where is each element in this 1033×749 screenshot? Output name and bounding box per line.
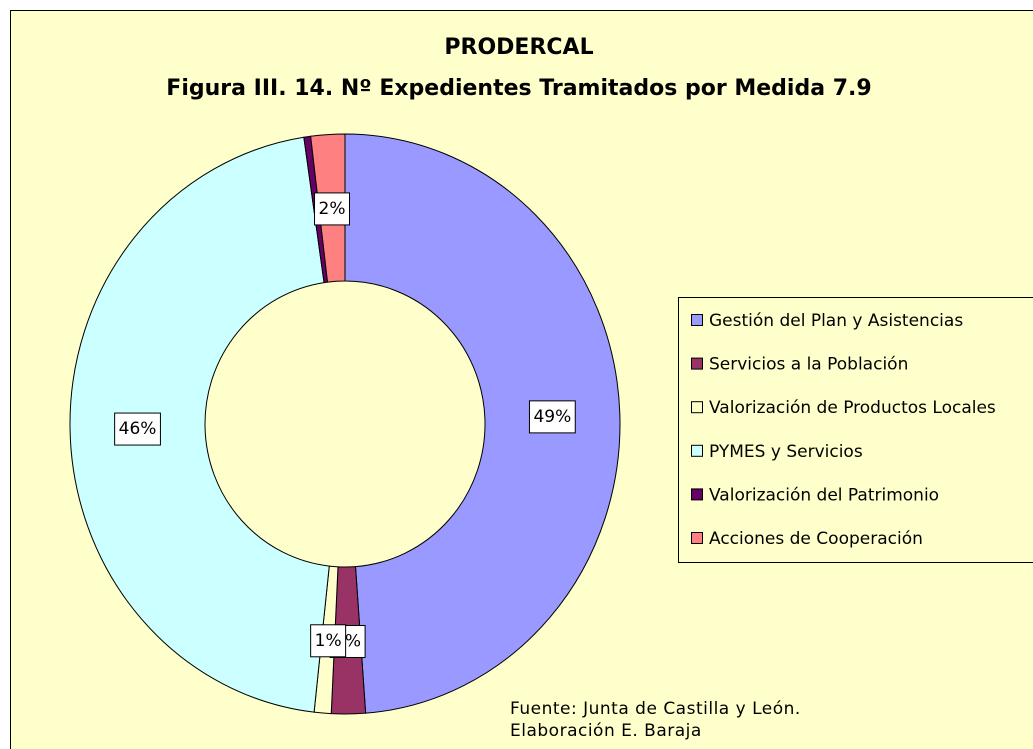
data-label: 2% xyxy=(319,199,346,219)
legend-swatch xyxy=(691,401,703,414)
legend-label: Valorización de Productos Locales xyxy=(709,398,996,418)
donut-slice xyxy=(69,136,330,713)
legend-label: Acciones de Cooperación xyxy=(709,529,923,549)
legend-swatch xyxy=(691,357,703,370)
chart-subtitle: Figura III. 14. Nº Expedientes Tramitado… xyxy=(166,76,871,101)
legend-swatch xyxy=(691,444,703,457)
legend-swatch xyxy=(691,532,703,544)
legend-swatch xyxy=(691,314,703,326)
legend-swatch xyxy=(691,488,703,501)
legend-label: Servicios a la Población xyxy=(709,355,908,375)
data-label-box xyxy=(528,400,576,434)
legend-label: Valorización del Patrimonio xyxy=(709,485,939,505)
data-label-box xyxy=(314,192,351,226)
legend-box xyxy=(678,297,1033,563)
chart-title: PRODERCAL xyxy=(444,35,593,60)
data-label: 49% xyxy=(533,407,571,427)
donut-slice xyxy=(344,133,621,714)
data-label-box xyxy=(310,624,347,658)
source-note: Fuente: Junta de Castilla y León. Elabor… xyxy=(510,699,801,741)
data-label: 1% xyxy=(315,631,342,651)
data-label: 46% xyxy=(119,419,157,439)
legend-label: Gestión del Plan y Asistencias xyxy=(709,311,963,331)
data-label-box xyxy=(114,412,161,446)
legend-label: PYMES y Servicios xyxy=(709,442,863,462)
